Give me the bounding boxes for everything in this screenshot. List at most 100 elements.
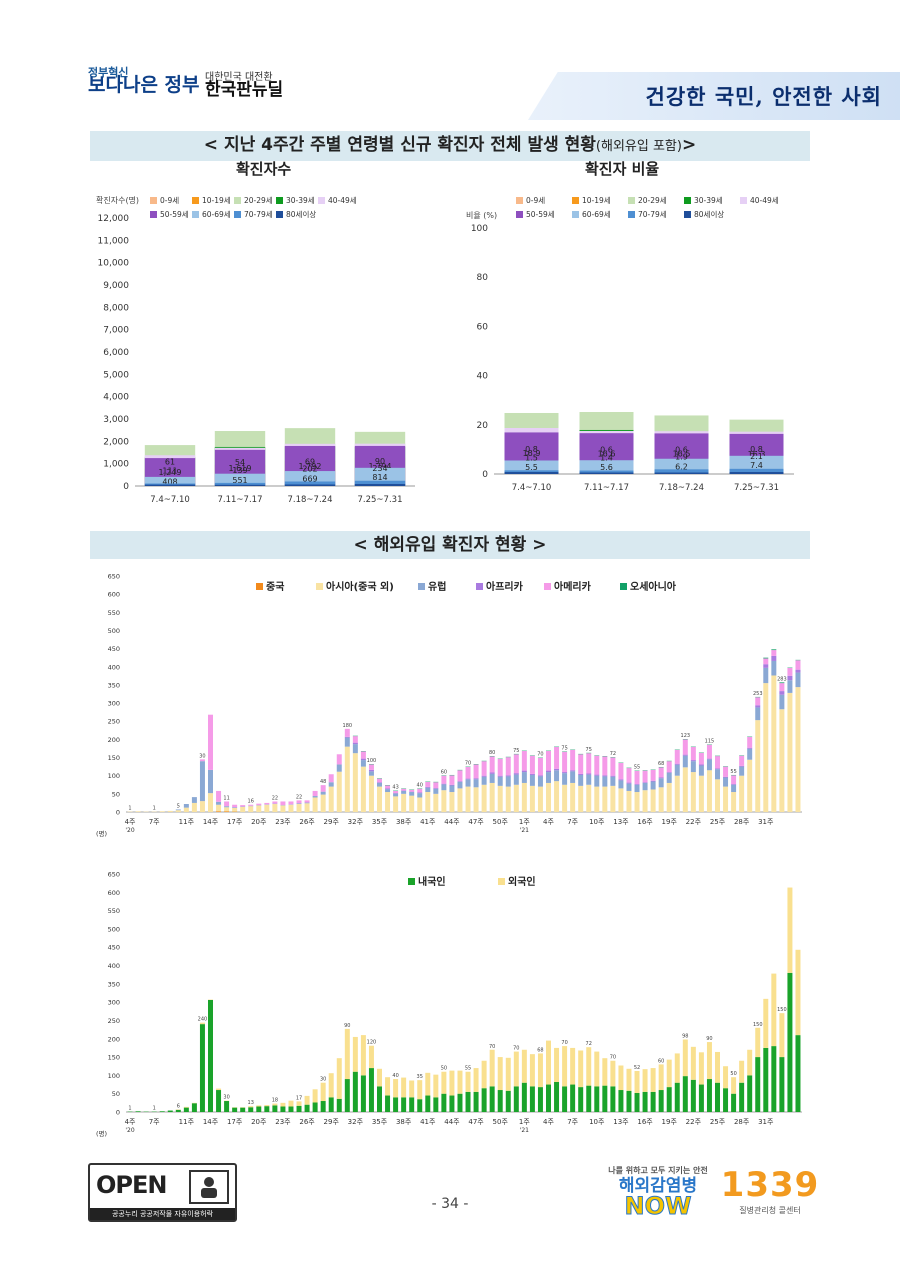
- bar-data-label: 13: [248, 1100, 254, 1106]
- bar-segment: [159, 1111, 165, 1112]
- bar-segment: [135, 1111, 141, 1112]
- x-tick-label: 4주: [543, 1118, 554, 1126]
- bar-data-label: 43: [392, 785, 398, 791]
- bar-segment: [144, 476, 196, 486]
- bar-segment: [328, 786, 334, 812]
- bar-segment: [296, 803, 302, 805]
- bar-segment: [288, 804, 294, 812]
- bar-segment: [690, 772, 696, 812]
- bar-segment: [320, 1101, 326, 1112]
- section1-title: < 지난 4주간 주별 연령별 신규 확진자 전체 발생 현황: [203, 135, 596, 155]
- now-word: NOW: [624, 1192, 692, 1220]
- bar-segment: [393, 1097, 399, 1112]
- bar-segment: [682, 1039, 688, 1077]
- bar-data-label: 70: [610, 1055, 616, 1061]
- bar-segment: [393, 1079, 399, 1098]
- call-center-label: 질병관리청 콜센터: [739, 1206, 801, 1215]
- bar-segment: [473, 1068, 479, 1092]
- bar-segment: [626, 790, 632, 812]
- bar-segment: [739, 775, 745, 812]
- bar-segment: [729, 472, 784, 474]
- bar-segment: [602, 1085, 608, 1112]
- bar-data-label: 68: [658, 761, 664, 767]
- bar-data-label: 90: [344, 1023, 350, 1029]
- bar-segment: [505, 786, 511, 812]
- bar-segment: [401, 790, 407, 794]
- y-tick-label: 11,000: [98, 236, 130, 246]
- x-tick-label: 7.25~7.31: [358, 495, 403, 505]
- bar-segment: [755, 705, 761, 708]
- bar-segment: [626, 783, 632, 791]
- bar-segment: [674, 749, 680, 764]
- legend-label: 유럽: [428, 580, 446, 593]
- x-tick-label: 23주: [275, 818, 291, 826]
- y-tick-label: 6,000: [103, 348, 129, 358]
- bar-segment: [385, 788, 391, 790]
- bar-segment: [457, 1070, 463, 1094]
- bar-segment: [755, 697, 761, 706]
- bar-segment: [191, 802, 197, 812]
- bar-segment: [763, 998, 769, 1048]
- x-tick-label: 28주: [734, 818, 750, 826]
- bar-segment: [739, 1060, 745, 1083]
- bar-segment: [344, 736, 350, 738]
- bar-segment: [779, 1013, 785, 1058]
- bar-segment: [579, 470, 634, 474]
- x-tick-label: 4주: [543, 818, 554, 826]
- bar-segment: [706, 744, 712, 759]
- bar-segment: [513, 774, 519, 785]
- bar-segment: [280, 1102, 286, 1107]
- section1-title-end: >: [681, 135, 697, 155]
- bar-data-label: 16.5: [673, 450, 691, 459]
- y-tick-label: 100: [471, 224, 488, 234]
- bar-segment: [232, 804, 238, 808]
- legend-label: 30-39세: [694, 196, 723, 205]
- bar-segment: [352, 1036, 358, 1072]
- bar-segment: [562, 1046, 568, 1087]
- page-header: 정부혁신 보다나은 정부 대한민국 대전환 한국판뉴딜 건강한 국민, 안전한 …: [0, 48, 900, 128]
- bar-data-label: 240: [198, 1017, 208, 1023]
- bar-data-label: 16.6: [598, 450, 616, 459]
- x-tick-label: 47주: [468, 818, 484, 826]
- bar-data-label: 0.6: [600, 446, 613, 455]
- bar-segment: [320, 1082, 326, 1102]
- bar-segment: [441, 775, 447, 784]
- legend-swatch: [276, 211, 283, 218]
- y-tick-label: 0: [116, 1109, 120, 1117]
- bar-segment: [360, 766, 366, 812]
- y-tick-label: 2,000: [103, 437, 129, 447]
- bar-segment: [763, 657, 769, 659]
- bar-segment: [586, 1047, 592, 1086]
- bar-segment: [658, 777, 664, 779]
- bar-data-label: 111: [162, 467, 177, 476]
- x-tick-label: 13주: [613, 1118, 629, 1126]
- x-tick-label: 29주: [324, 818, 340, 826]
- bar-segment: [497, 775, 503, 777]
- bar-segment: [481, 776, 487, 785]
- bar-segment: [586, 753, 592, 774]
- bar-segment: [505, 1057, 511, 1091]
- bar-segment: [618, 779, 624, 781]
- bar-segment: [771, 660, 777, 676]
- bar-data-label: 669: [302, 475, 317, 484]
- bar-segment: [256, 805, 262, 812]
- x-tick-label: 17주: [227, 1118, 243, 1126]
- logo2-small-text: 대한민국 대전환: [205, 72, 273, 83]
- bar-segment: [433, 788, 439, 794]
- bar-segment: [409, 795, 415, 812]
- bar-segment: [296, 800, 302, 804]
- bar-data-label: 1,249: [159, 468, 182, 477]
- bar-segment: [586, 784, 592, 812]
- x-tick-label: 41주: [420, 1118, 436, 1126]
- bar-segment: [570, 749, 576, 771]
- y-tick-label: 7,000: [103, 326, 129, 336]
- bar-segment: [570, 770, 576, 772]
- bar-data-label: 1: [153, 1106, 156, 1112]
- bar-segment: [312, 1089, 318, 1103]
- bar-segment: [377, 782, 382, 783]
- open-license-badge: OPEN 공공누리 공공저작물 자유이용허락: [88, 1163, 237, 1222]
- legend-swatch: [544, 583, 551, 590]
- y-tick-label: 60: [477, 322, 489, 332]
- bar-data-label: 1.5: [525, 453, 538, 462]
- bar-data-label: 150: [753, 1022, 763, 1028]
